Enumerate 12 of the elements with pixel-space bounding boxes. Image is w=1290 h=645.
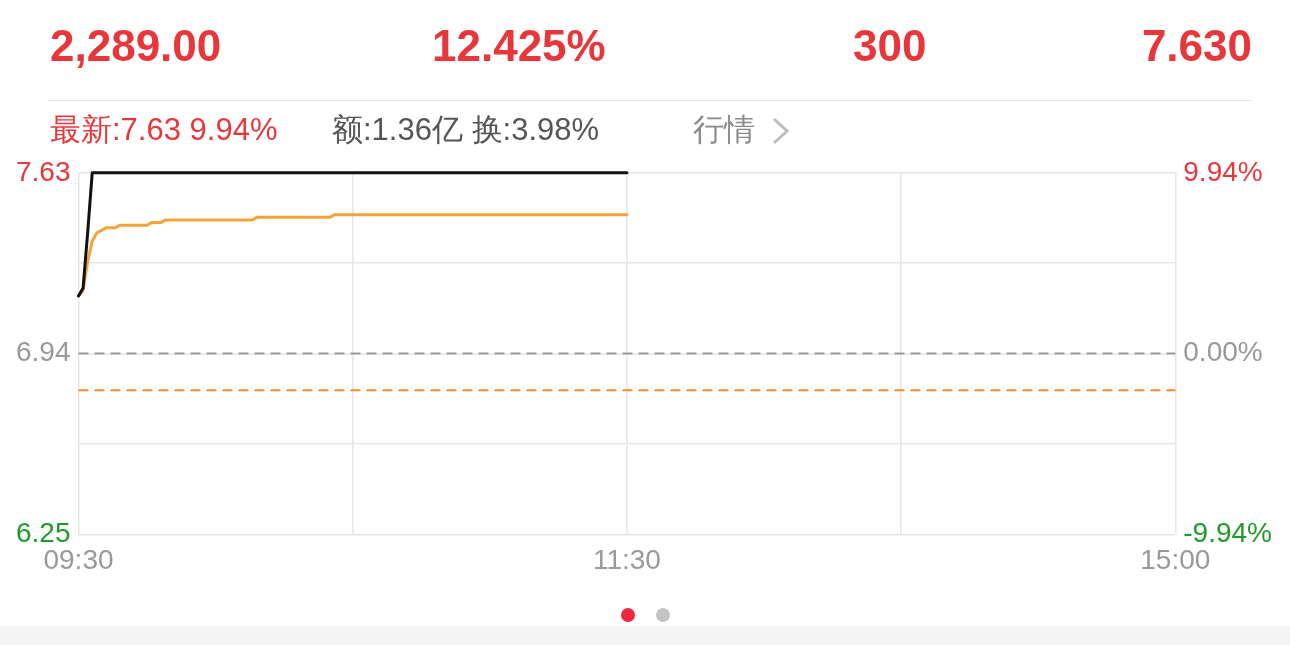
text: 行情 <box>693 112 755 147</box>
y-tick-label: 7.63 <box>16 155 71 187</box>
y2-tick-label: 0.00% <box>1183 336 1263 368</box>
text: 7.630 <box>1141 21 1252 70</box>
text: 2,289.00 <box>50 21 222 70</box>
text: 额:1.36亿 换:3.98% <box>332 112 600 147</box>
x-tick-label: 11:30 <box>592 543 661 575</box>
text: 300 <box>853 21 927 70</box>
text: 最新:7.63 9.94% <box>50 112 278 147</box>
text: 12.425% <box>432 21 606 70</box>
y2-tick-label: 9.94% <box>1183 155 1263 187</box>
y-tick-label: 6.94 <box>16 336 71 368</box>
